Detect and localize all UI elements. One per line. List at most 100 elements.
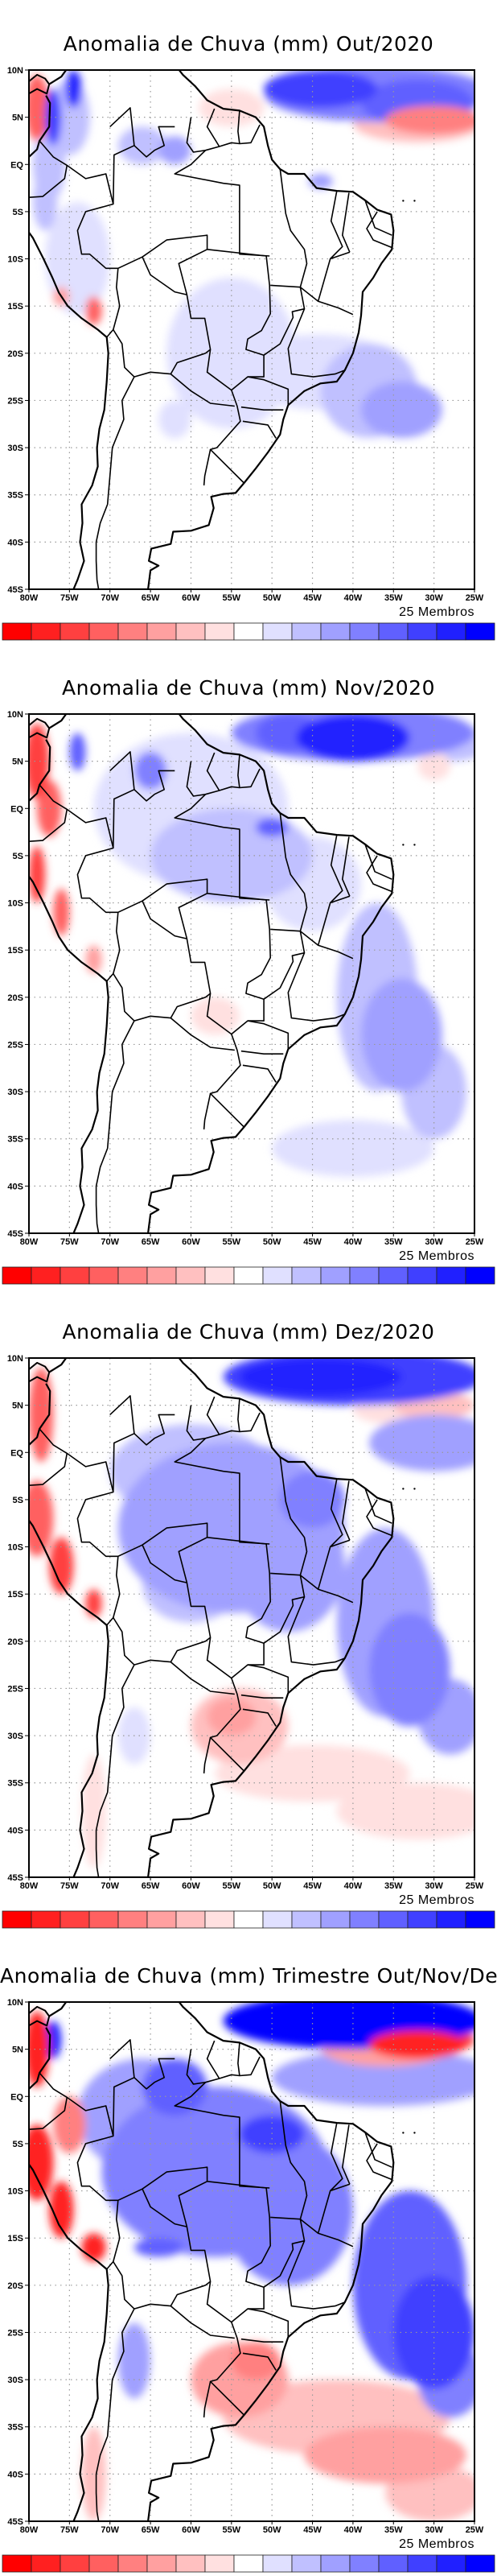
colorbar-swatch — [204, 1266, 235, 1285]
political-border — [240, 2338, 284, 2343]
political-border — [366, 1499, 392, 1537]
y-tick-label: 5N — [12, 1402, 23, 1411]
x-tick-label: 30W — [425, 1881, 443, 1891]
colorbar-label: 300 — [425, 1930, 448, 1932]
political-border — [330, 2122, 343, 2192]
anomaly-region — [223, 2134, 353, 2285]
political-border — [317, 2183, 351, 2234]
x-tick-label: 45W — [303, 1237, 322, 1247]
anomaly-region — [45, 202, 110, 316]
colorbar-swatch — [2, 1910, 32, 1929]
colorbar-swatch — [175, 2554, 206, 2573]
anomaly-region — [296, 714, 410, 762]
y-tick-label: 40S — [7, 1182, 23, 1191]
x-tick-label: 80W — [20, 2525, 39, 2535]
anomaly-region — [133, 751, 167, 790]
colorbar-label: −25 — [223, 1930, 246, 1932]
political-border — [364, 844, 392, 880]
political-border — [133, 126, 175, 158]
anomaly-region — [65, 70, 82, 108]
colorbar-swatch — [88, 1266, 119, 1285]
x-tick-label: 60W — [182, 2525, 200, 2535]
colorbar-label: 150 — [339, 1930, 361, 1932]
political-border — [174, 150, 270, 257]
island-marker — [402, 200, 405, 202]
political-border — [366, 855, 392, 893]
anomaly-region — [385, 105, 474, 134]
colorbar-label: −200 — [103, 1930, 133, 1932]
anomaly-region — [29, 2124, 54, 2201]
anomaly-region — [191, 997, 240, 1035]
anomaly-region — [256, 818, 289, 837]
political-border — [287, 952, 346, 1022]
y-tick-label: 25S — [7, 396, 23, 406]
political-border — [39, 140, 114, 204]
political-border — [170, 2305, 235, 2339]
colorbar-label: 300 — [425, 642, 448, 644]
anomaly-region — [304, 2426, 466, 2484]
y-tick-label: EQ — [10, 160, 23, 170]
colorbar-swatch — [233, 622, 264, 641]
political-border — [364, 1488, 392, 1524]
anomaly-region — [85, 945, 102, 974]
colorbar-swatch — [436, 1910, 466, 1929]
anomaly-region — [272, 1120, 434, 1177]
political-border — [113, 973, 212, 1022]
colorbar-label: 50 — [285, 1930, 300, 1932]
geography — [29, 1358, 395, 1877]
political-border — [133, 2058, 175, 2090]
anomaly-region — [69, 733, 86, 771]
x-tick-label: 35W — [384, 1237, 403, 1247]
y-tick-label: 15S — [7, 302, 23, 312]
anomaly-region — [336, 1782, 474, 1840]
colorbar-swatch — [291, 2554, 322, 2573]
political-border — [287, 308, 346, 378]
colorbar-label: −50 — [194, 1930, 217, 1932]
anomaly-region — [239, 2115, 305, 2153]
colorbar-swatch — [262, 1266, 293, 1285]
colorbar-label: −25 — [223, 1286, 246, 1288]
political-border — [203, 1737, 212, 1774]
colorbar-label: −400 — [16, 1286, 47, 1288]
political-border — [364, 2132, 392, 2168]
x-tick-label: 70W — [101, 1237, 119, 1247]
x-tick-label: 25W — [466, 593, 484, 603]
colorbar-label: 200 — [368, 1286, 390, 1288]
colorbar-label: 100 — [310, 642, 332, 644]
political-border — [113, 329, 212, 378]
x-tick-label: 65W — [142, 1237, 160, 1247]
colorbar: −400−300−250−200−150−100−50 −25 25 50 100 150… — [2, 1266, 495, 1288]
y-tick-label: 5N — [12, 758, 23, 767]
gridlines — [29, 714, 474, 1233]
colorbar-swatch — [349, 1266, 380, 1285]
y-tick-label: 15S — [7, 2234, 23, 2244]
political-border — [39, 1428, 114, 1492]
anomaly-region — [29, 2011, 50, 2087]
political-border — [142, 2166, 208, 2227]
coastline-central-america — [29, 73, 51, 95]
colorbar-swatch — [204, 622, 235, 641]
anomaly-region — [272, 560, 474, 589]
coastline — [29, 70, 395, 589]
anomaly-region — [360, 978, 442, 1092]
map-frame — [28, 1357, 475, 1878]
political-border — [207, 2181, 271, 2323]
anomaly-region — [53, 2096, 86, 2153]
colorbar-label: 150 — [339, 2574, 361, 2576]
island-marker — [402, 1488, 405, 1490]
political-border — [342, 836, 351, 897]
colorbar-label: 25 — [256, 1286, 271, 1288]
colorbar-swatch — [146, 1266, 177, 1285]
colorbar-label: −400 — [16, 642, 47, 644]
colorbar-swatch — [60, 1910, 90, 1929]
y-tick-label: 30S — [7, 1088, 23, 1097]
x-tick-label: 65W — [142, 1881, 160, 1891]
geography — [29, 714, 395, 1233]
y-tick-label: 20S — [7, 349, 23, 359]
colorbar-swatch — [175, 1910, 206, 1929]
anomaly-region — [369, 1414, 474, 1472]
political-border — [170, 1017, 235, 1051]
colorbar-swatch — [320, 1910, 351, 1929]
